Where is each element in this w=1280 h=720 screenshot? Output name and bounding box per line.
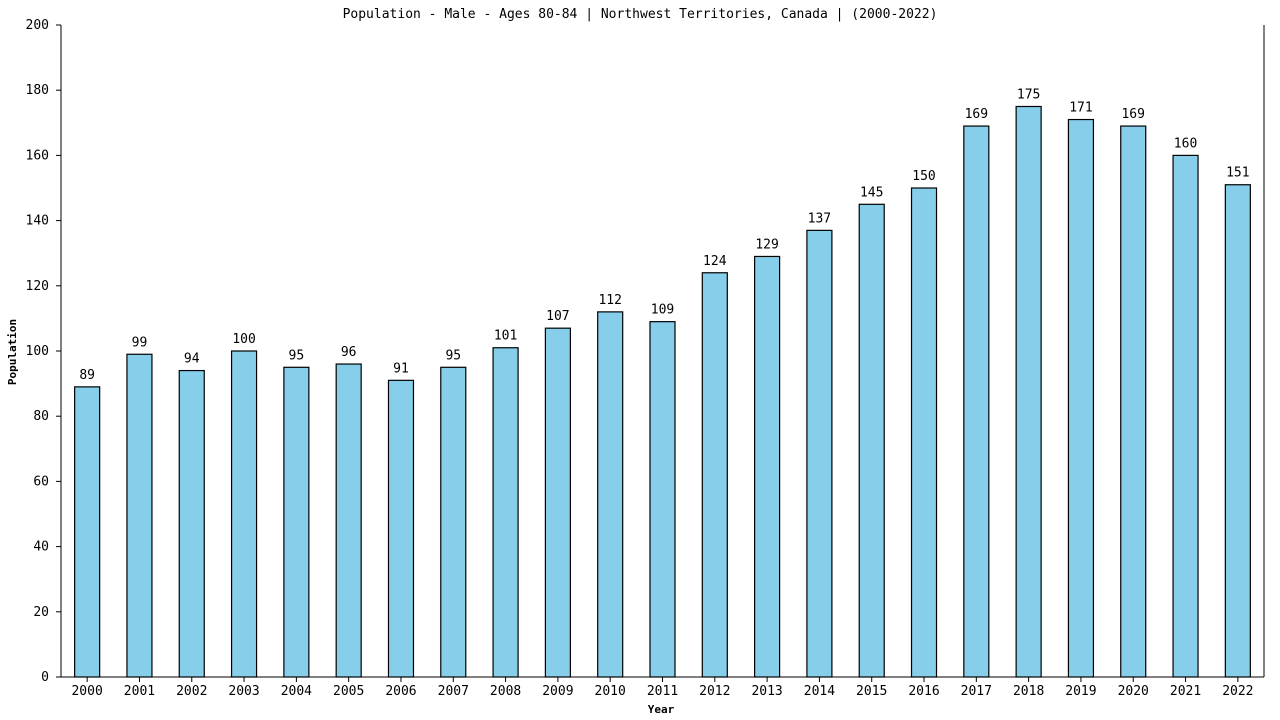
bar-value-label: 145 xyxy=(860,185,883,200)
x-tick-label: 2007 xyxy=(438,684,469,699)
bar-value-label: 175 xyxy=(1017,88,1040,103)
bar-value-label: 95 xyxy=(289,348,305,363)
bar-value-label: 137 xyxy=(808,211,831,226)
bar-value-label: 124 xyxy=(703,254,727,269)
x-tick-label: 2005 xyxy=(333,684,364,699)
bar xyxy=(597,311,624,678)
x-tick-label: 2001 xyxy=(124,684,155,699)
bar xyxy=(806,229,833,678)
bar-value-label: 169 xyxy=(1121,107,1144,122)
x-tick-label: 2021 xyxy=(1170,684,1201,699)
bar xyxy=(440,366,467,678)
bar xyxy=(178,369,205,678)
y-tick-label: 180 xyxy=(26,83,49,98)
bar xyxy=(335,363,362,678)
x-tick-label: 2018 xyxy=(1013,684,1044,699)
bar xyxy=(963,125,990,678)
x-tick-label: 2017 xyxy=(961,684,992,699)
bar-value-label: 91 xyxy=(393,361,409,376)
x-tick-label: 2020 xyxy=(1118,684,1149,699)
x-tick-label: 2014 xyxy=(804,684,835,699)
bar xyxy=(126,353,153,678)
bar xyxy=(754,255,781,678)
bar-value-label: 99 xyxy=(132,335,148,350)
x-tick-label: 2004 xyxy=(281,684,312,699)
bar xyxy=(649,321,676,678)
bar-value-label: 89 xyxy=(79,368,95,383)
x-axis-title: Year xyxy=(648,703,675,716)
bar xyxy=(701,272,728,678)
bar xyxy=(1015,105,1042,678)
x-tick-label: 2010 xyxy=(595,684,626,699)
bar xyxy=(1120,125,1147,678)
bar xyxy=(74,386,101,678)
bar-value-label: 150 xyxy=(912,169,935,184)
x-tick-label: 2019 xyxy=(1065,684,1096,699)
x-tick-label: 2022 xyxy=(1222,684,1253,699)
y-tick-label: 80 xyxy=(33,409,49,424)
x-tick-label: 2013 xyxy=(751,684,782,699)
y-tick-label: 200 xyxy=(26,18,49,33)
y-axis: 0 20 40 60 80 100 120 140 160 180 200 xyxy=(26,18,1265,685)
x-tick-label: 2009 xyxy=(542,684,573,699)
bar-value-label: 96 xyxy=(341,345,357,360)
x-tick-label: 2006 xyxy=(385,684,416,699)
x-tick-label: 2000 xyxy=(71,684,102,699)
x-tick-label: 2002 xyxy=(176,684,207,699)
bar xyxy=(1067,118,1095,678)
bars xyxy=(74,105,1251,678)
y-tick-label: 0 xyxy=(41,670,49,685)
bar-value-label: 171 xyxy=(1069,101,1092,116)
y-axis-title: Population xyxy=(6,319,19,385)
bar-value-label: 95 xyxy=(445,348,461,363)
bar-value-label: 100 xyxy=(232,332,255,347)
y-tick-label: 100 xyxy=(26,344,49,359)
bar xyxy=(1172,154,1199,678)
bar-value-label: 94 xyxy=(184,352,200,367)
bar xyxy=(283,366,310,678)
bar xyxy=(858,203,885,678)
x-tick-label: 2011 xyxy=(647,684,678,699)
bar-value-label: 107 xyxy=(546,309,569,324)
bar-value-label: 101 xyxy=(494,329,517,344)
bar xyxy=(1224,184,1251,678)
x-tick-label: 2008 xyxy=(490,684,521,699)
y-tick-label: 160 xyxy=(26,148,49,163)
bar xyxy=(544,327,571,678)
bar xyxy=(230,350,258,678)
bar xyxy=(387,379,415,678)
y-tick-label: 120 xyxy=(26,279,49,294)
x-tick-label: 2003 xyxy=(228,684,259,699)
x-tick-label: 2016 xyxy=(908,684,939,699)
y-tick-label: 60 xyxy=(33,474,49,489)
y-tick-label: 140 xyxy=(26,214,49,229)
x-tick-label: 2012 xyxy=(699,684,730,699)
bar-value-label: 129 xyxy=(755,237,778,252)
bar xyxy=(492,347,519,678)
y-tick-label: 20 xyxy=(33,605,49,620)
x-tick-label: 2015 xyxy=(856,684,887,699)
bar xyxy=(910,187,938,678)
bar-value-label: 169 xyxy=(965,107,988,122)
bar-value-label: 112 xyxy=(598,293,621,308)
x-axis: 2000 2001 2002 2003 2004 2005 2006 2007 2008 2009… xyxy=(61,676,1264,699)
bar-labels: 89 99 94 100 95 96 91 95 101 107 112 109 124 129 137 14… xyxy=(79,88,1249,383)
y-tick-label: 40 xyxy=(33,540,49,555)
bar-value-label: 160 xyxy=(1174,136,1197,151)
bar-value-label: 109 xyxy=(651,303,674,318)
chart-title: Population - Male - Ages 80-84 | Northwe… xyxy=(343,7,938,22)
bar-value-label: 151 xyxy=(1226,166,1249,181)
